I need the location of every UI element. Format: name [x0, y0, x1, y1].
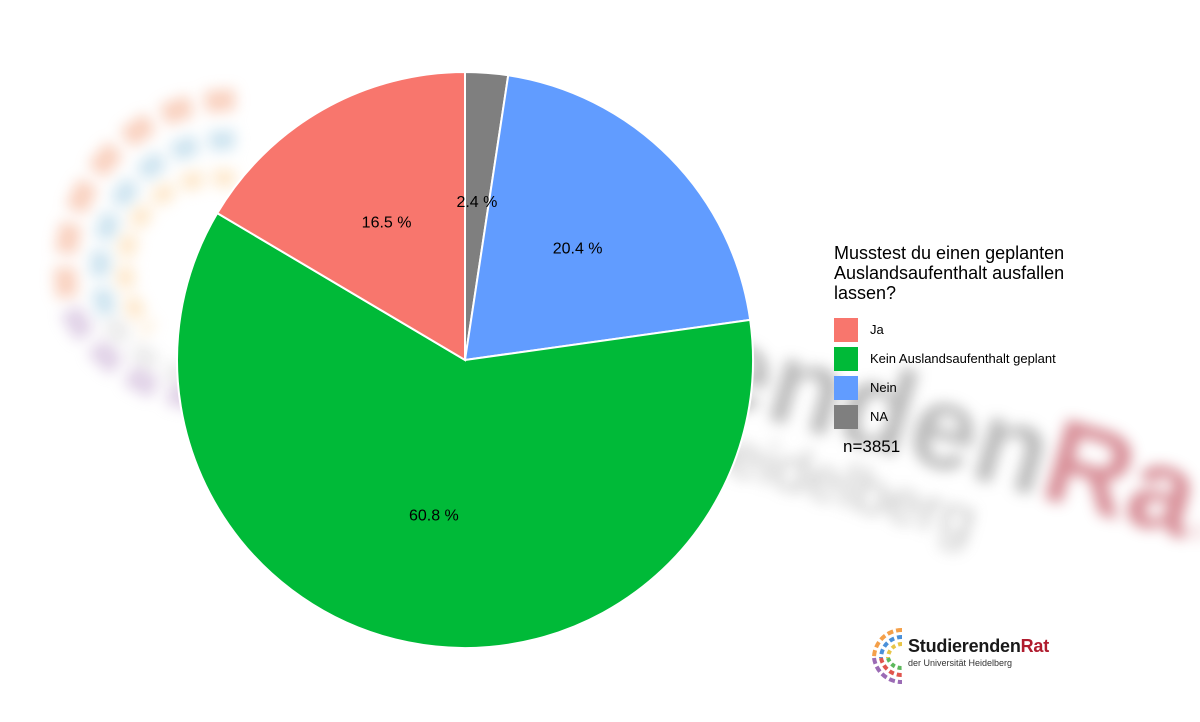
legend-label-kein-auslandsaufenthalt: Kein Auslandsaufenthalt geplant [870, 351, 1056, 366]
pie-slice-kein-auslandsaufenthalt-geplant [176, 211, 754, 649]
legend-label-na: NA [870, 409, 889, 424]
legend-title: Musstest du einen geplanten Auslandsaufe… [834, 243, 1134, 303]
pie-slice-nein [463, 74, 752, 362]
slice-label-ja: 16.5 % [362, 214, 412, 231]
logo-subtitle: der Universität Heidelberg [908, 658, 1013, 668]
legend: Musstest du einen geplanten Auslandsaufe… [834, 243, 1134, 457]
legend-swatch-kein-auslandsaufenthalt [834, 346, 858, 371]
legend-label-nein: Nein [870, 380, 897, 395]
logo-emblem-icon [872, 628, 903, 684]
slice-label-nein: 20.4 % [553, 241, 603, 258]
legend-item-ja: Ja [834, 315, 1134, 344]
slice-label-na: 2.4 % [456, 194, 497, 211]
legend-item-na: NA [834, 402, 1134, 431]
legend-swatch-na [834, 404, 858, 429]
legend-title-line-3: lassen? [834, 283, 897, 303]
pie-slices [176, 70, 754, 649]
logo-title: StudierendenRat [908, 636, 1050, 656]
legend-item-nein: Nein [834, 373, 1134, 402]
pie-slice-ja [215, 70, 466, 362]
legend-title-line-1: Musstest du einen geplanten [834, 243, 1065, 263]
pie-slice-labels: 2.4 % 20.4 % 60.8 % 16.5 % [362, 194, 603, 524]
legend-swatch-ja [834, 317, 858, 342]
legend-label-ja: Ja [870, 322, 884, 337]
sample-size: n=3851 [843, 437, 901, 456]
legend-item-kein-auslandsaufenthalt: Kein Auslandsaufenthalt geplant [834, 344, 1134, 373]
legend-swatch-nein [834, 375, 858, 400]
slice-label-kein-auslandsaufenthalt-geplant: 60.8 % [409, 507, 459, 524]
legend-title-line-2: Auslandsaufenthalt ausfallen [834, 263, 1065, 283]
studierendenrat-logo: StudierendenRat der Universität Heidelbe… [866, 624, 1066, 684]
